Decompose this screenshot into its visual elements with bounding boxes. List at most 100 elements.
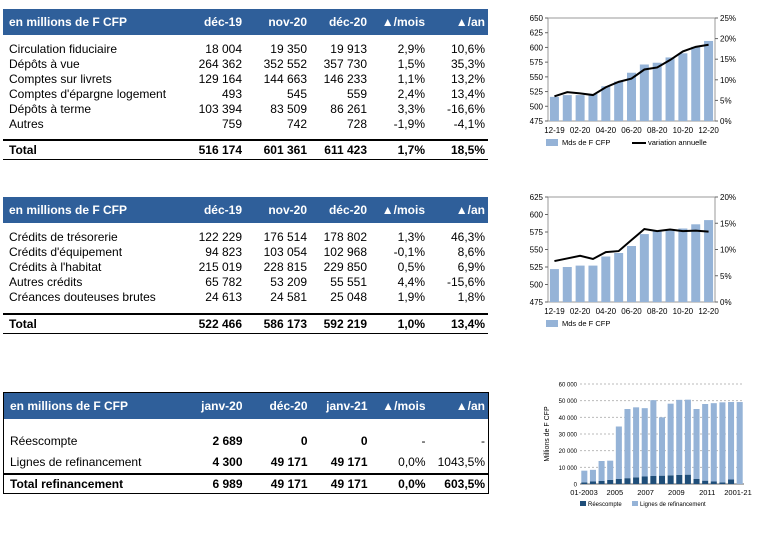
col-header: janv-21	[310, 392, 371, 419]
total-row: Total refinancement 6 989 49 171 49 171 0,0%…	[3, 473, 489, 494]
y-tick-label: 600	[530, 211, 544, 220]
legend-swatch	[546, 139, 558, 146]
y-tick-label: 500	[530, 102, 544, 111]
cell-value: 559	[346, 87, 367, 101]
table-row: Comptes d'épargne logement 493 545 559 2,4% 1…	[3, 87, 488, 102]
cell-value: 24 581	[270, 290, 307, 304]
bar-segment	[581, 470, 588, 483]
spacer-row	[3, 305, 488, 314]
total-value: 611 423	[310, 139, 370, 160]
legend-label: variation annuelle	[648, 138, 707, 147]
bar	[588, 93, 598, 121]
cell-value: 264 362	[198, 57, 242, 71]
bar-segment	[728, 479, 735, 484]
legend-label: Mds de F CFP	[562, 319, 610, 328]
y-tick-label: 60 000	[559, 383, 578, 389]
bar-segment	[728, 402, 735, 480]
bar-segment	[684, 399, 691, 475]
x-tick-label: 04-20	[596, 307, 617, 316]
legend-label: Mds de F CFP	[562, 138, 610, 147]
x-tick-label: 08-20	[647, 307, 668, 316]
cell-value: 0	[360, 434, 368, 448]
total-value: 586 173	[245, 313, 310, 334]
y2-tick-label: 15%	[720, 55, 736, 64]
total-value: 516 174	[188, 139, 245, 160]
col-header: en millions de F CFP	[3, 392, 189, 419]
row-label: Autres crédits	[9, 275, 83, 289]
bar	[575, 95, 585, 121]
bar	[652, 231, 662, 302]
bar	[562, 267, 572, 302]
spacer-row	[3, 223, 488, 230]
table-row: Crédits de trésorerie 122 229 176 514 178 8…	[3, 230, 488, 245]
col-header: nov-20	[245, 9, 310, 35]
bar	[678, 53, 688, 121]
series-line	[554, 43, 709, 98]
table-row: Réescompte 2 689 0 0 - -	[4, 431, 489, 452]
table-body: Réescompte 2 689 0 0 - - Lignes de refinanceme…	[3, 419, 489, 494]
y2-tick-label: 0%	[720, 298, 732, 307]
row-label: Crédits de trésorerie	[9, 230, 118, 244]
y-tick-label: 525	[530, 88, 544, 97]
table-row: Créances douteuses brutes 24 613 24 581 25 …	[3, 290, 488, 305]
total-value: 6 989	[188, 473, 246, 494]
bar-segment	[684, 474, 691, 484]
bar-segment	[658, 475, 666, 484]
cell-value: 0,5%	[397, 260, 425, 274]
bar-segment	[650, 400, 657, 476]
bar	[575, 265, 585, 302]
table-row: Lignes de refinancement 4 300 49 171 49 171…	[4, 452, 489, 474]
total-value: 522 466	[188, 313, 245, 334]
cell-value: 46,3%	[450, 230, 485, 244]
x-tick-label: 12-19	[544, 126, 565, 135]
cell-value: 94 823	[205, 245, 242, 259]
total-value: 1,7%	[370, 139, 428, 160]
bar-segment	[615, 479, 622, 484]
cell-value: 102 968	[323, 245, 367, 259]
cell-value: 1,1%	[397, 72, 425, 86]
table-body: Crédits de trésorerie 122 229 176 514 178 8…	[3, 223, 488, 334]
cell-value: -	[421, 434, 426, 448]
y-tick-label: 500	[530, 281, 544, 290]
total-value: 0,0%	[370, 473, 429, 494]
cell-value: 19 913	[330, 42, 367, 56]
bar-segment	[667, 403, 674, 476]
bar-segment	[710, 481, 717, 484]
cell-value: -16,6%	[446, 102, 485, 116]
total-value: 49 171	[310, 473, 371, 494]
total-value: 601 361	[245, 139, 310, 160]
bar-segment	[615, 426, 622, 479]
bar-segment	[581, 482, 588, 484]
bar-segment	[624, 409, 631, 479]
x-tick-label: 12-20	[698, 307, 719, 316]
total-label: Total	[3, 313, 188, 334]
row-label: Réescompte	[10, 434, 78, 448]
deposits-table: en millions de F CFP déc-19 nov-20 déc-2…	[3, 9, 488, 160]
total-value: 49 171	[245, 473, 311, 494]
credits-table: en millions de F CFP déc-19 nov-20 déc-2…	[3, 197, 488, 334]
col-header: déc-20	[245, 392, 311, 419]
y-tick-label: 10 000	[559, 466, 578, 472]
y2-tick-label: 0%	[720, 117, 732, 126]
cell-value: 215 019	[198, 260, 242, 274]
spacer-row	[3, 35, 488, 42]
bar	[627, 72, 636, 121]
cell-value: 129 164	[198, 72, 242, 86]
cell-value: 4,4%	[397, 275, 425, 289]
total-value: 603,5%	[428, 473, 489, 494]
total-value: 1,0%	[370, 313, 428, 334]
y2-tick-label: 10%	[720, 76, 736, 85]
x-tick-label: 10-20	[673, 126, 694, 135]
legend-label: Réescompte	[588, 502, 622, 508]
bar-segment	[676, 474, 683, 484]
cell-value: 229 850	[323, 260, 367, 274]
cell-value: 1043,5%	[437, 455, 485, 469]
col-header: ▲/mois	[370, 197, 428, 223]
bar	[639, 64, 649, 121]
col-header: en millions de F CFP	[3, 197, 188, 223]
cell-value: 18 004	[205, 42, 242, 56]
bar	[601, 256, 611, 302]
y2-tick-label: 5%	[720, 96, 732, 105]
row-label: Crédits à l'habitat	[9, 260, 102, 274]
x-tick-label: 06-20	[621, 307, 642, 316]
